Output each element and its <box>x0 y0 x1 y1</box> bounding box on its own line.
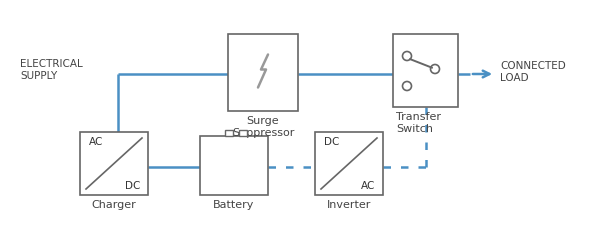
Bar <box>228 35 298 111</box>
Text: Inverter: Inverter <box>327 199 371 209</box>
Bar <box>239 131 247 136</box>
Text: ELECTRICAL
SUPPLY: ELECTRICAL SUPPLY <box>20 59 83 80</box>
Text: DC: DC <box>324 136 339 146</box>
Text: AC: AC <box>361 180 375 190</box>
Bar <box>80 132 148 195</box>
Text: Transfer
Switch: Transfer Switch <box>396 111 441 133</box>
Text: AC: AC <box>89 136 103 146</box>
Bar <box>315 132 383 195</box>
Bar <box>200 136 268 195</box>
Text: Surge
Suppressor: Surge Suppressor <box>232 116 294 137</box>
Bar <box>393 35 458 108</box>
Text: CONNECTED
LOAD: CONNECTED LOAD <box>500 61 565 82</box>
Bar <box>225 131 233 136</box>
Text: DC: DC <box>124 180 140 190</box>
Text: Charger: Charger <box>92 199 137 209</box>
Text: Battery: Battery <box>214 199 255 209</box>
